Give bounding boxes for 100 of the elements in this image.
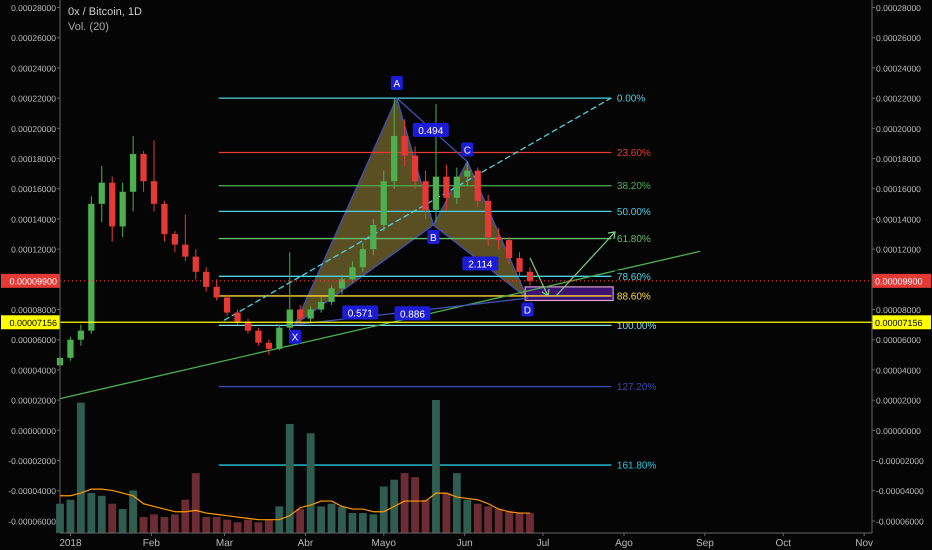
y2-tick-label: 0.00022000 (876, 94, 922, 104)
text: 0.00007156 (875, 318, 923, 328)
bar (306, 433, 315, 533)
bar (286, 424, 294, 533)
annotation: B (430, 233, 438, 244)
y-tick-label: 0.00008000 (11, 305, 56, 316)
x-tick-label: Oct (775, 538, 792, 549)
bar (442, 493, 450, 533)
y2-tick-label: 0.00018000 (876, 154, 922, 164)
y-tick-label: 0.00020000 (11, 124, 56, 134)
candlestick (349, 260, 356, 283)
candlestick (360, 242, 366, 272)
bar (66, 500, 74, 533)
y-tick-label: 0.00000000 (11, 426, 56, 436)
candlestick (338, 274, 346, 295)
bar (400, 473, 409, 533)
bar (76, 402, 85, 533)
x-tick-label: Jun (456, 538, 473, 549)
candlestick (67, 336, 74, 362)
y2-tick-label: 0.00000000 (876, 426, 922, 436)
bar (192, 473, 200, 533)
y-tick-label: 0.00016000 (11, 184, 56, 194)
annotation: 0.886 (400, 309, 426, 320)
y-tick-label: 0.00014000 (11, 214, 56, 224)
y2-tick-label: 0.00004000 (876, 365, 922, 376)
y-tick-label: 0.00002000 (11, 396, 56, 406)
y-tick-label: 0.00004000 (11, 365, 56, 376)
candlestick (78, 324, 84, 346)
bar (160, 517, 168, 533)
x-tick-label: Abr (298, 538, 314, 549)
series-label: 127.20% (616, 382, 656, 394)
candlestick (234, 309, 241, 326)
bar (411, 477, 420, 533)
bar (390, 480, 398, 533)
annotation: X (292, 332, 299, 344)
annotation: D (524, 306, 531, 317)
y-tick-label: 0.00024000 (11, 63, 56, 74)
candlestick (286, 252, 293, 332)
y-tick-label: 0.00018000 (11, 154, 56, 164)
bar (328, 504, 336, 533)
bar (202, 517, 210, 533)
bar (317, 506, 326, 533)
series-label: 88.60% (616, 291, 651, 302)
y2-tick-label: 0.00012000 (876, 244, 922, 255)
bar (56, 504, 64, 533)
bar (181, 500, 190, 533)
y-tick-label: 0.00012000 (11, 244, 56, 255)
y2-tick-label: -0.00002000 (876, 456, 924, 466)
x-tick-label: Ago (615, 538, 634, 549)
bar (526, 513, 534, 533)
x-tick-label: Mar (216, 538, 234, 549)
candlestick (308, 306, 314, 322)
chart-title: Vol. (20) (68, 21, 109, 33)
series-label: 23.60% (616, 148, 651, 159)
annotation: 0.494 (418, 126, 444, 137)
annotation: 2.114 (468, 259, 493, 270)
y2-tick-label: 0.00020000 (876, 124, 922, 134)
y2-tick-label: 0.00002000 (876, 396, 922, 406)
series-label: 50.00% (616, 206, 651, 218)
y2-tick-label: -0.00004000 (876, 486, 924, 496)
y-tick-label: -0.00002000 (8, 456, 56, 466)
series-label: 78.60% (616, 272, 651, 283)
text: 0.00009900 (875, 276, 923, 286)
y-tick-label: 0.00028000 (11, 3, 56, 14)
bar (452, 473, 461, 533)
x-tick-label: Nov (855, 538, 874, 549)
x-tick-label: Mayo (372, 538, 396, 549)
bar (108, 504, 116, 533)
series-label: 38.20% (616, 181, 651, 192)
bar (234, 522, 242, 533)
y2-tick-label: 0.00028000 (876, 3, 922, 14)
x-tick-label: Feb (142, 538, 160, 549)
y-tick-label: 0.00026000 (11, 33, 56, 44)
candlestick (443, 164, 450, 210)
y2-tick-label: 0.00006000 (876, 335, 922, 346)
bar (140, 517, 148, 533)
bar (244, 520, 252, 533)
bar (432, 400, 440, 533)
y2-tick-label: 0.00014000 (876, 214, 922, 224)
candlestick (297, 304, 304, 326)
bar (129, 490, 138, 533)
bar (150, 514, 158, 533)
candlestick (224, 294, 230, 316)
candlestick (276, 324, 282, 351)
bar (463, 500, 472, 533)
series-label: 161.80% (616, 460, 656, 472)
bar (516, 513, 524, 533)
bar (87, 493, 96, 533)
bar (484, 506, 492, 533)
candlestick (266, 339, 272, 356)
candlestick (516, 252, 523, 277)
candlestick (182, 214, 188, 262)
candlestick (318, 296, 324, 314)
y2-tick-label: 0.00026000 (876, 33, 922, 44)
x-tick-label: Jul (536, 538, 550, 549)
candlestick (255, 327, 262, 346)
bar (223, 520, 232, 533)
bar (474, 504, 482, 533)
candlestick (150, 140, 158, 212)
bar (118, 509, 127, 533)
